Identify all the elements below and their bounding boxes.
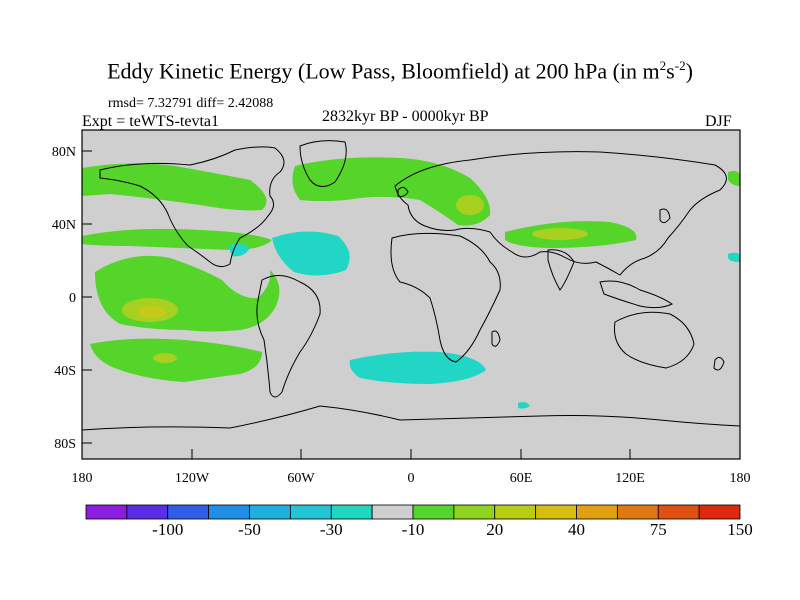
axis-ticks [81,150,741,459]
colorbar-swatch [657,504,700,520]
east-pacific-cyan-spot [728,252,740,262]
y-axis-labels: 80N 40N 0 40S 80S [52,145,76,452]
colorbar-swatch [371,504,414,520]
colorbar-swatch [85,504,128,520]
north-atlantic-green-band [292,157,491,226]
rmsd-diff-stats: rmsd= 7.32791 diff= 2.42088 [108,96,274,111]
greenland-coast [299,140,347,187]
colorbar-swatch [412,504,455,520]
x-label-180w: 180 [72,471,93,486]
colorbar-swatch [698,504,741,520]
north-america-coast [99,146,285,268]
colorbar-label: -100 [152,520,183,539]
season-label: DJF [705,113,732,130]
colorbar [85,504,741,520]
colorbar-label: -10 [402,520,425,539]
antarctica-coast [81,405,741,431]
north-pacific-green-band [82,163,267,211]
colorbar-swatch [576,504,618,520]
colorbar-swatch [126,504,169,520]
colorbar-swatch [249,504,291,520]
x-label-0: 0 [408,471,415,486]
australia-coast [614,311,695,369]
x-label-60e: 60E [510,471,533,486]
southeast-asia-islands [599,280,673,309]
colorbar-swatch [535,504,577,520]
japan-coast [659,208,671,224]
caribbean-cyan-spot [228,243,250,257]
higher-anomaly-regions [122,195,588,363]
indian-subcontinent-coast [547,249,575,291]
madagascar-coast [491,330,501,347]
y-label-0: 0 [69,291,76,306]
colorbar-swatch [453,504,496,520]
y-label-80n: 80N [52,145,76,160]
y-label-40s: 40S [54,364,76,379]
x-label-180e: 180 [730,471,751,486]
x-axis-labels: 180 120W 60W 0 60E 120E 180 [72,471,751,486]
colorbar-swatch [616,504,659,520]
colorbar-swatch [330,504,373,520]
x-label-120e: 120E [615,471,645,486]
asia-olive-core [532,228,588,240]
period-label: 2832kyr BP - 0000kyr BP [322,108,489,125]
coastlines [81,140,741,431]
plot-title: Eddy Kinetic Energy (Low Pass, Bloomfiel… [107,58,693,84]
experiment-label: Expt = teWTS-tevta1 [82,113,219,130]
colorbar-labels: -100 -50 -30 -10 20 40 75 150 [152,520,753,539]
africa-coast [390,232,501,363]
colorbar-label: 20 [486,520,503,539]
pacific-olive-center [138,306,166,318]
colorbar-label: 150 [727,520,753,539]
colorbar-swatch [289,504,332,520]
colorbar-label: -50 [238,520,261,539]
south-pacific-olive-spot [153,353,177,363]
new-zealand-coast [713,356,725,371]
south-america-coast [256,275,321,398]
atlantic-cyan-blob [272,231,350,276]
colorbar-label: 40 [568,520,585,539]
y-label-40n: 40N [52,218,76,233]
europe-olive-core [456,195,484,215]
colorbar-label: -30 [320,520,343,539]
east-edge-green-blob [728,170,740,186]
colorbar-swatch [167,504,210,520]
southern-cyan-spot [518,402,530,409]
pacific-tongue-green [82,228,272,250]
eurasia-coast [394,151,727,276]
y-label-80s: 80S [54,437,76,452]
south-pacific-green-band [90,338,262,382]
negative-anomaly-regions [228,231,740,409]
south-atlantic-cyan-band [349,351,486,384]
colorbar-label: 75 [650,520,667,539]
positive-anomaly-regions [82,157,740,382]
x-label-120w: 120W [175,471,210,486]
colorbar-swatch [208,504,250,520]
british-isles-coast [397,186,409,197]
x-label-60w: 60W [287,471,315,486]
colorbar-swatch [494,504,537,520]
